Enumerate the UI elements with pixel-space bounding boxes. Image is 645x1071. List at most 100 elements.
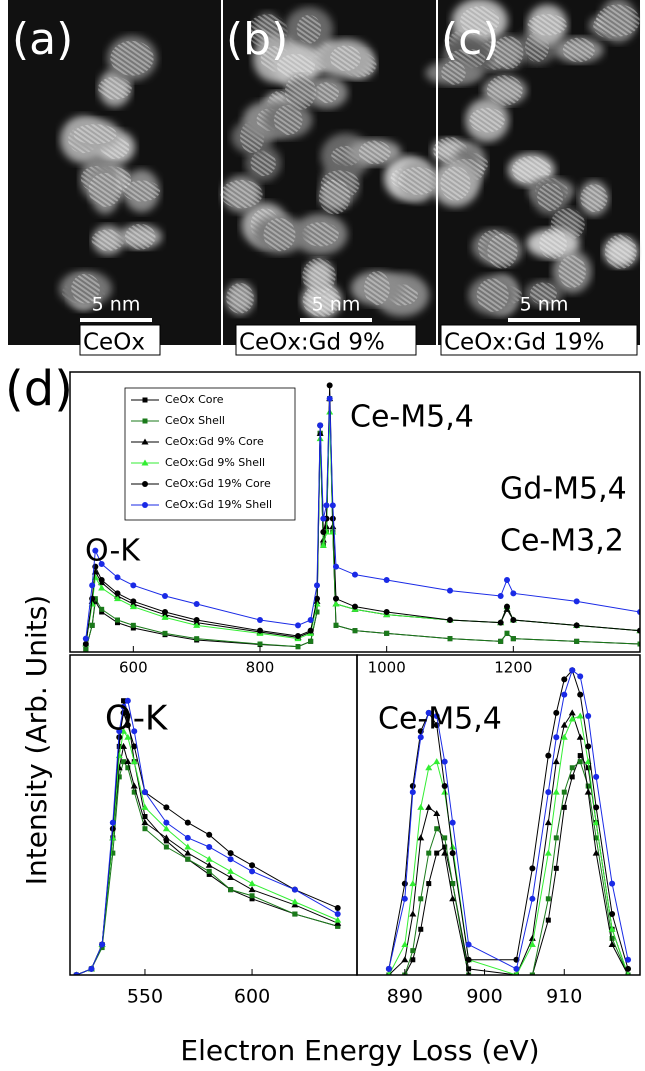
marker [578,759,583,764]
annotation: Gd-M5,4 [500,472,627,507]
marker [569,709,576,715]
x-tick-label: 900 [466,986,502,1008]
marker [577,734,584,740]
marker [249,862,255,868]
marker [562,790,567,795]
marker [546,918,551,923]
marker [386,966,392,972]
marker [163,631,168,636]
marker [206,862,213,868]
marker [562,805,567,810]
lattice [359,141,391,165]
marker [330,502,336,508]
marker [99,577,105,583]
marker [593,804,599,810]
marker [418,927,423,932]
marker [110,820,116,826]
lattice [73,124,116,144]
scale-bar [300,318,372,322]
marker [410,957,415,962]
marker [625,957,631,963]
marker [561,692,567,698]
series-line [76,731,337,975]
lattice [251,150,276,176]
lattice [330,46,361,71]
marker [593,774,599,780]
marker [130,598,136,604]
marker [585,743,591,749]
marker [334,917,341,923]
marker [554,866,559,871]
lattice [125,224,155,250]
marker [442,759,448,765]
marker [83,636,89,642]
x-axis-label: Electron Energy Loss (eV) [180,1034,539,1067]
marker [99,942,105,948]
lattice [440,166,470,200]
marker [320,529,326,535]
marker [194,636,199,641]
marker [561,676,567,682]
marker [498,620,504,626]
legend-label: CeOx Shell [165,414,225,427]
marker [553,734,559,740]
marker [295,622,301,628]
legend-label: CeOx:Gd 9% Shell [165,456,265,469]
annotation: Ce-M5,4 [350,400,474,435]
x-tick-label: 600 [119,659,148,677]
marker [545,850,552,856]
marker [296,644,301,649]
legend-label: CeOx:Gd 19% Shell [165,498,272,511]
marker [553,710,559,716]
marker [164,845,169,850]
lattice [469,108,504,133]
marker [513,966,519,972]
series-line [389,713,628,975]
lattice [302,222,339,246]
marker [88,966,94,972]
panel-label: (d) [5,361,73,417]
marker [504,604,510,610]
marker [574,639,579,644]
lattice [285,74,316,110]
marker [163,804,169,810]
marker [98,585,105,591]
marker [162,609,168,615]
marker [227,868,234,874]
marker [130,582,136,588]
marker [409,880,416,886]
y-axis-label: Intensity (Arb. Units) [20,595,53,885]
marker [352,572,358,578]
image-panel: (b)5 nmCeOx:Gd 9% [220,0,437,356]
figure: (d) Intensity (Arb. Units) Electron Ener… [0,0,645,1071]
lattice [274,105,303,135]
marker [227,874,234,880]
x-tick-label: 1000 [368,659,406,677]
marker [115,574,121,580]
marker [228,850,234,856]
marker [505,631,510,636]
lattice [596,4,640,36]
marker [510,617,516,623]
marker [333,564,339,570]
panel-label: (a) [12,14,73,65]
x-tick-label: 800 [246,659,275,677]
scale-bar [80,318,152,322]
lattice [539,228,567,259]
marker [447,617,453,623]
marker [466,942,472,948]
marker [257,617,263,623]
marker [249,886,256,892]
marker [586,765,591,770]
marker [308,639,313,644]
marker [384,631,389,636]
marker [585,789,592,795]
marker [498,593,504,599]
marker [402,881,408,887]
marker [142,826,147,831]
marker [401,956,408,962]
marker [450,820,456,826]
marker [577,692,583,698]
x-tick-label: 910 [546,986,582,1008]
marker [545,753,551,759]
